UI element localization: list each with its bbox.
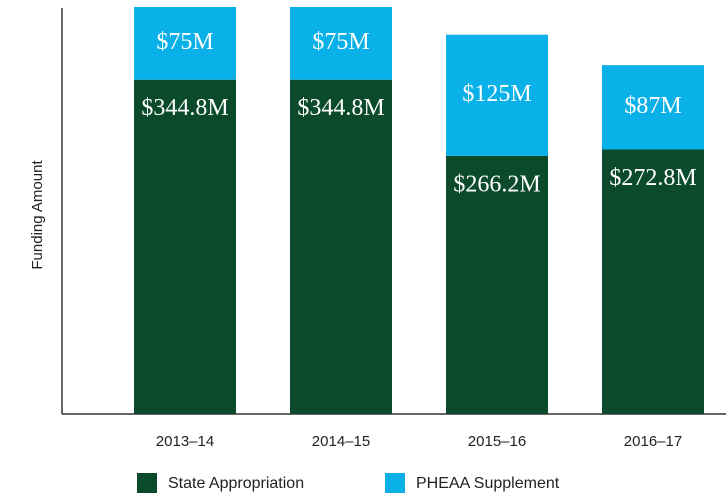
value-label: $125M — [462, 81, 531, 107]
x-tick-label: 2015–16 — [468, 433, 526, 450]
bar-segment — [134, 6, 236, 80]
value-label: $75M — [312, 29, 369, 55]
x-tick-label: 2013–14 — [156, 433, 214, 450]
value-label: $266.2M — [453, 171, 540, 197]
value-label: $344.8M — [141, 95, 228, 121]
x-tick-label: 2016–17 — [624, 433, 682, 450]
legend-label: State Appropriation — [168, 475, 304, 492]
bar-segment — [446, 34, 548, 156]
value-label: $272.8M — [609, 165, 696, 191]
legend-label: PHEAA Supplement — [416, 475, 560, 492]
bar-segment — [290, 79, 392, 415]
bar-segment — [134, 79, 236, 415]
bar-segment — [602, 65, 704, 150]
bar-segment — [602, 149, 704, 415]
bar-segment — [290, 6, 392, 80]
value-label: $75M — [156, 29, 213, 55]
value-label: $87M — [624, 93, 681, 119]
bar-segment — [446, 155, 548, 414]
legend-swatch — [385, 473, 405, 493]
y-axis-label: Funding Amount — [29, 160, 46, 270]
x-tick-label: 2014–15 — [312, 433, 370, 450]
legend-swatch — [137, 473, 157, 493]
value-label: $344.8M — [297, 95, 384, 121]
